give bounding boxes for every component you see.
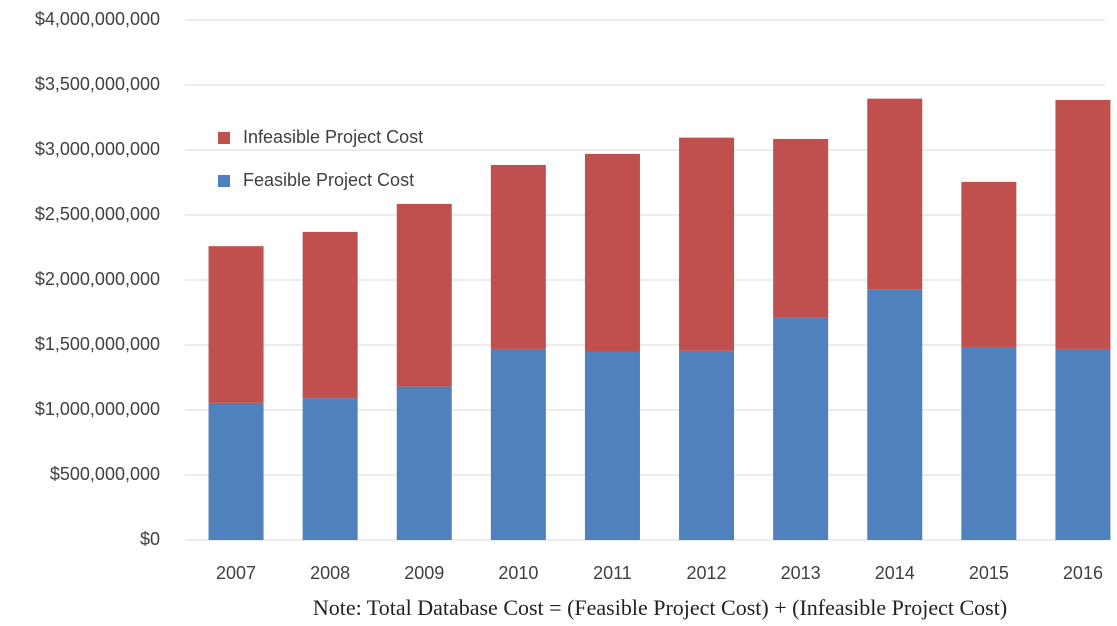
- x-tick-label: 2007: [216, 563, 256, 583]
- bar-segment: [208, 246, 264, 403]
- bar-segment: [302, 231, 358, 399]
- bar-segment: [208, 402, 264, 540]
- x-tick-label: 2013: [781, 563, 821, 583]
- x-tick-label: 2016: [1063, 563, 1103, 583]
- x-tick-label: 2011: [593, 563, 632, 583]
- legend-label: Infeasible Project Cost: [243, 127, 423, 147]
- bar-segment: [396, 203, 452, 387]
- x-tick-label: 2014: [875, 563, 915, 583]
- bar-segment: [961, 346, 1017, 540]
- bar-segment: [584, 153, 640, 352]
- bar-segment: [773, 317, 829, 540]
- x-tick-label: 2010: [498, 563, 538, 583]
- x-tick-label: 2015: [969, 563, 1009, 583]
- legend-label: Feasible Project Cost: [243, 170, 414, 190]
- x-tick-label: 2008: [310, 563, 350, 583]
- legend-swatch: [218, 175, 230, 187]
- annotation: Note: Total Database Cost = (Feasible Pr…: [313, 595, 1007, 620]
- y-tick-label: $0: [140, 529, 160, 549]
- x-tick-label: 2012: [687, 563, 727, 583]
- bar-segment: [1055, 348, 1111, 540]
- bar-segment: [867, 98, 923, 290]
- y-tick-label: $4,000,000,000: [35, 9, 160, 29]
- bar-segment: [867, 289, 923, 540]
- bar-segment: [584, 351, 640, 540]
- bar-segment: [490, 348, 546, 540]
- bar-segment: [396, 386, 452, 540]
- bar-segment: [773, 138, 829, 318]
- y-tick-label: $1,500,000,000: [35, 334, 160, 354]
- legend-swatch: [218, 132, 230, 144]
- bar-segment: [679, 350, 735, 540]
- bar-segment: [490, 164, 546, 349]
- y-tick-label: $3,000,000,000: [35, 139, 160, 159]
- y-tick-label: $2,000,000,000: [35, 269, 160, 289]
- y-tick-label: $500,000,000: [50, 464, 160, 484]
- y-tick-label: $3,500,000,000: [35, 74, 160, 94]
- bar-segment: [1055, 99, 1111, 349]
- y-tick-label: $2,500,000,000: [35, 204, 160, 224]
- x-tick-label: 2009: [404, 563, 444, 583]
- bar-segment: [961, 181, 1017, 347]
- y-tick-label: $1,000,000,000: [35, 399, 160, 419]
- bar-segment: [302, 398, 358, 540]
- bar-segment: [679, 137, 735, 351]
